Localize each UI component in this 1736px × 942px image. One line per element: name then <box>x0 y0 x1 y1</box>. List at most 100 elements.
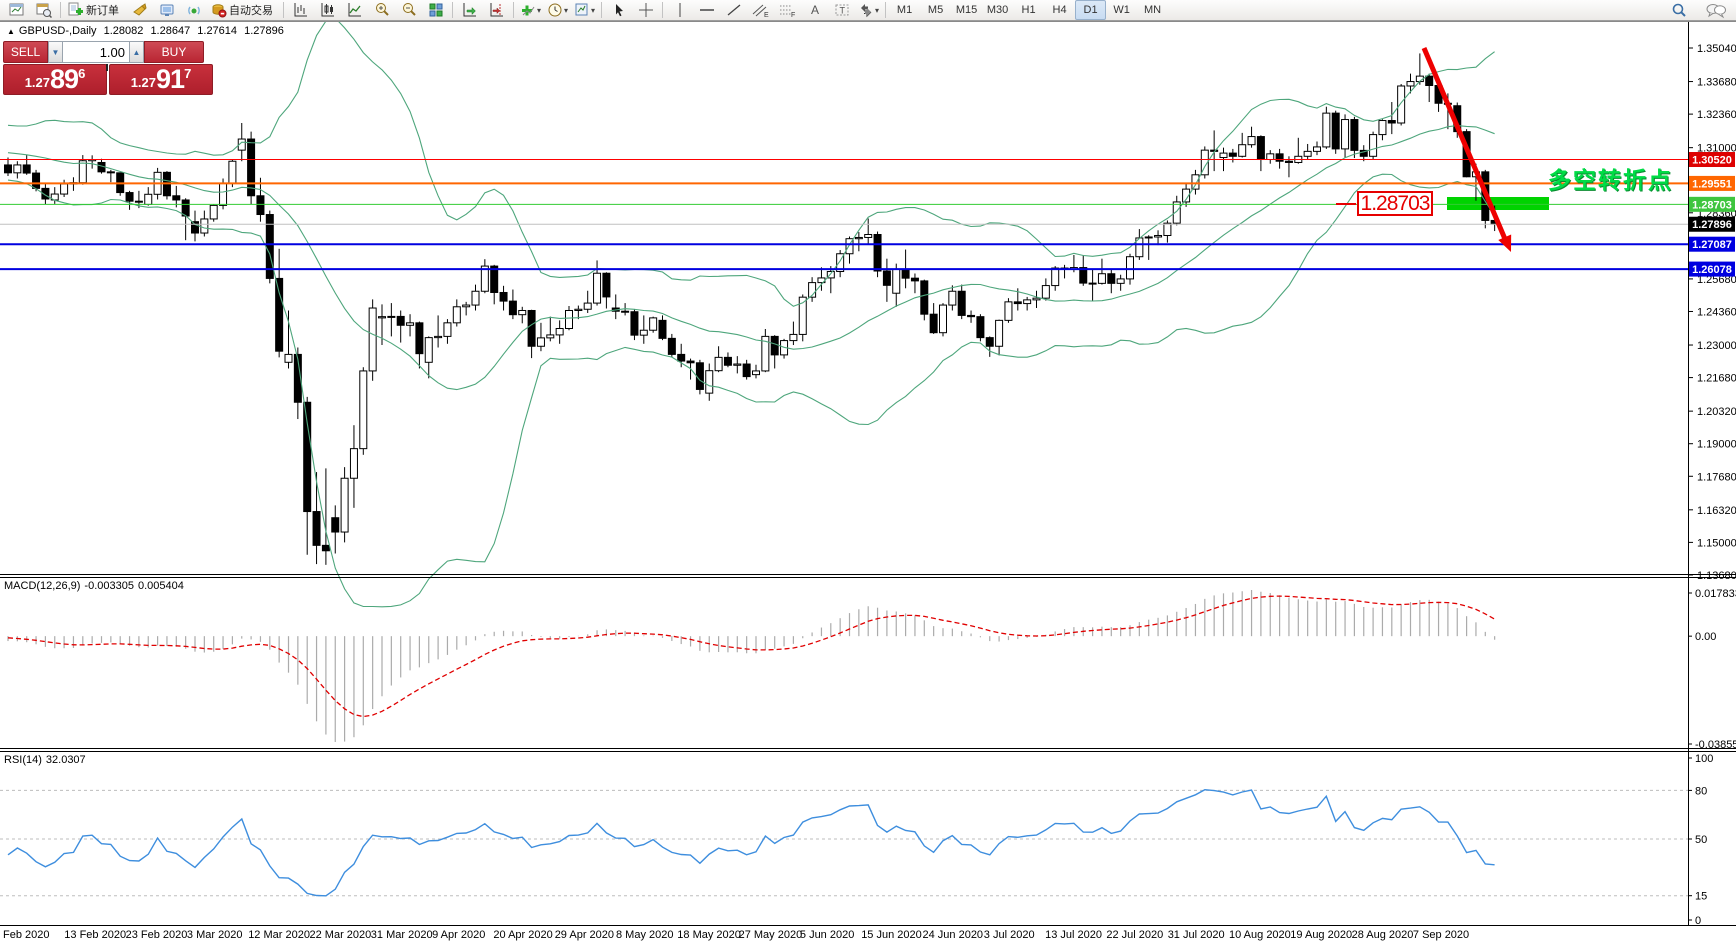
indicators-button[interactable]: ▾ <box>517 0 544 20</box>
candle-bear <box>415 322 424 355</box>
date-label: 24 Jun 2020 <box>923 929 984 941</box>
date-label: 10 Aug 2020 <box>1229 929 1291 941</box>
trendline-button[interactable] <box>720 0 747 20</box>
new-order-label: 新订单 <box>86 5 119 17</box>
candle-bear <box>1387 120 1396 124</box>
price-scale[interactable]: 1.350401.336801.323601.310001.283601.256… <box>1688 43 1736 582</box>
price-callout-label[interactable]: 1.28703 <box>1357 191 1433 216</box>
tab-timeframe-MN[interactable]: MN <box>1144 4 1162 16</box>
cursor-button[interactable] <box>605 0 632 20</box>
macd-scale-label: 0.017833 <box>1695 588 1736 600</box>
candle-bear <box>677 353 686 362</box>
crosshair-button[interactable] <box>632 0 659 20</box>
candlestick-chart-button[interactable] <box>314 0 341 20</box>
tile-windows-icon <box>429 3 442 17</box>
scale-tick-label: 1.16320 <box>1697 505 1736 517</box>
bollinger-bands <box>7 21 1496 608</box>
text-button[interactable]: A <box>801 0 828 20</box>
search-button[interactable] <box>1665 0 1692 20</box>
volume-decrease-button[interactable]: ▼ <box>48 41 63 63</box>
candle-bull <box>854 236 863 240</box>
scale-tick-label: 1.32360 <box>1697 109 1736 121</box>
volume-input[interactable] <box>63 41 129 63</box>
price-badge <box>1689 216 1735 232</box>
search-icon <box>1672 3 1686 17</box>
autotrading-label: 自动交易 <box>229 5 273 17</box>
trend-arrow-line[interactable] <box>1421 47 1508 240</box>
arrows-button[interactable]: ▾ <box>855 0 882 20</box>
tab-timeframe-M15[interactable]: M15 <box>955 4 978 16</box>
tab-timeframe-H4[interactable]: H4 <box>1052 4 1067 16</box>
fibonacci-button[interactable]: F <box>774 0 801 20</box>
scripts-button[interactable] <box>153 0 180 20</box>
candle-bull <box>1097 273 1106 284</box>
trend-note-text[interactable]: 多空转折点 <box>1548 167 1673 193</box>
tab-timeframe-M1[interactable]: M1 <box>896 4 913 16</box>
volume-increase-button[interactable]: ▲ <box>129 41 144 63</box>
zoom-in-button[interactable] <box>368 0 395 20</box>
tab-timeframe-M30[interactable]: M30 <box>986 4 1009 16</box>
scale-tick-label: 1.19000 <box>1697 439 1736 451</box>
equidistant-channel-button[interactable]: E <box>747 0 774 20</box>
horizontal-line-button[interactable] <box>693 0 720 20</box>
candle-bull <box>826 271 835 279</box>
autotrading-button[interactable]: 自动交易 <box>207 0 280 20</box>
auto-scroll-button[interactable] <box>456 0 483 20</box>
candle-bull <box>452 306 461 324</box>
tab-timeframe-D1[interactable]: D1 <box>1075 0 1107 20</box>
toolbar-separator <box>283 2 284 18</box>
macd-scale-label: 0.00 <box>1695 631 1716 643</box>
candle-bull <box>574 308 583 311</box>
candle-bear <box>22 164 31 174</box>
candle-bear <box>742 363 751 378</box>
profiles-button[interactable] <box>30 0 57 20</box>
indicators-icon <box>522 5 535 16</box>
periods-button[interactable]: ▾ <box>544 0 571 20</box>
tab-timeframe-M5[interactable]: M5 <box>927 4 944 16</box>
candle-bull <box>1322 112 1331 148</box>
vertical-line-button[interactable] <box>666 0 693 20</box>
candle-bull <box>1051 267 1060 287</box>
sell-button[interactable]: SELL <box>3 41 48 63</box>
channel-icon: E <box>752 4 769 18</box>
candle-bull <box>995 319 1004 347</box>
horizontal-lines <box>0 159 1688 271</box>
bar-chart-button[interactable] <box>287 0 314 20</box>
chat-icon <box>1706 3 1726 18</box>
line-chart-button[interactable] <box>341 0 368 20</box>
signals-button[interactable] <box>180 0 207 20</box>
candle-bull <box>798 296 807 335</box>
zoom-out-button[interactable] <box>395 0 422 20</box>
tab-timeframe-W1[interactable]: W1 <box>1113 4 1130 16</box>
buy-price[interactable]: 1.27 91 7 <box>109 64 213 95</box>
expert-advisors-button[interactable] <box>126 0 153 20</box>
charts-window-button[interactable] <box>3 0 30 20</box>
candle-bear <box>1284 160 1293 163</box>
highlight-rectangle[interactable] <box>1447 197 1549 210</box>
new-order-button[interactable]: 新订单 <box>64 0 126 20</box>
date-axis[interactable]: Feb 2020 13 Feb 2020 23 Feb 2020 3 Mar 2020… <box>3 929 1469 941</box>
date-label: 13 Jul 2020 <box>1045 929 1102 941</box>
candle-bull <box>368 307 377 372</box>
templates-button[interactable]: ▾ <box>571 0 598 20</box>
date-label: 31 Jul 2020 <box>1168 929 1225 941</box>
bollinger-band-lower <box>7 173 1496 608</box>
candle-bull <box>705 370 714 394</box>
candle-bull <box>237 138 246 151</box>
candle-bull <box>359 370 368 450</box>
candle-bull <box>1163 222 1172 236</box>
chart-shift-button[interactable] <box>483 0 510 20</box>
candle-bull <box>60 183 69 195</box>
chat-button[interactable] <box>1702 0 1730 20</box>
candle-bull <box>808 282 817 298</box>
tab-timeframe-H1[interactable]: H1 <box>1021 4 1036 16</box>
candle-bull <box>387 315 396 318</box>
candle-bear <box>247 138 256 197</box>
text-label-button[interactable]: T <box>828 0 855 20</box>
candle-bear <box>1088 282 1097 285</box>
price-badge-label: 1.27896 <box>1692 219 1732 231</box>
tile-windows-button[interactable] <box>422 0 449 20</box>
buy-button[interactable]: BUY <box>144 41 204 63</box>
sell-price[interactable]: 1.27 89 6 <box>3 64 107 95</box>
